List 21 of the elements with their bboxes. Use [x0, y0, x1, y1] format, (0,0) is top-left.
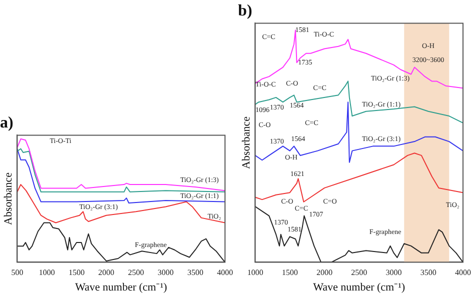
- x-tick-label: 2500: [128, 268, 144, 278]
- x-tick-label: 2500: [351, 268, 368, 278]
- x-tick-label: 2000: [316, 268, 332, 278]
- x-tick-label: 1500: [282, 268, 298, 278]
- x-axis-title: Wave number (cm⁻¹): [75, 281, 168, 294]
- x-tick-label: 1000: [38, 268, 55, 278]
- x-tick-label: 4000: [217, 268, 233, 278]
- x-tick-label: 3000: [386, 268, 402, 278]
- x-tick-label: 4000: [455, 268, 471, 278]
- y-axis-title: Absorbance: [2, 172, 14, 225]
- x-tick-label: 500: [11, 268, 24, 278]
- chart-title: b): [238, 2, 252, 20]
- x-tick-label: 3500: [420, 268, 436, 278]
- x-tick-label: 2000: [98, 268, 114, 278]
- x-tick-label: 1500: [68, 268, 85, 278]
- x-tick-label: 1000: [247, 268, 264, 278]
- x-axis-title: Wave number (cm⁻¹): [313, 281, 406, 294]
- x-tick-label: 3500: [187, 268, 204, 278]
- x-tick-label: 3000: [158, 268, 174, 278]
- y-axis-title: Absorbance: [240, 116, 252, 169]
- chart-title: a): [0, 114, 14, 132]
